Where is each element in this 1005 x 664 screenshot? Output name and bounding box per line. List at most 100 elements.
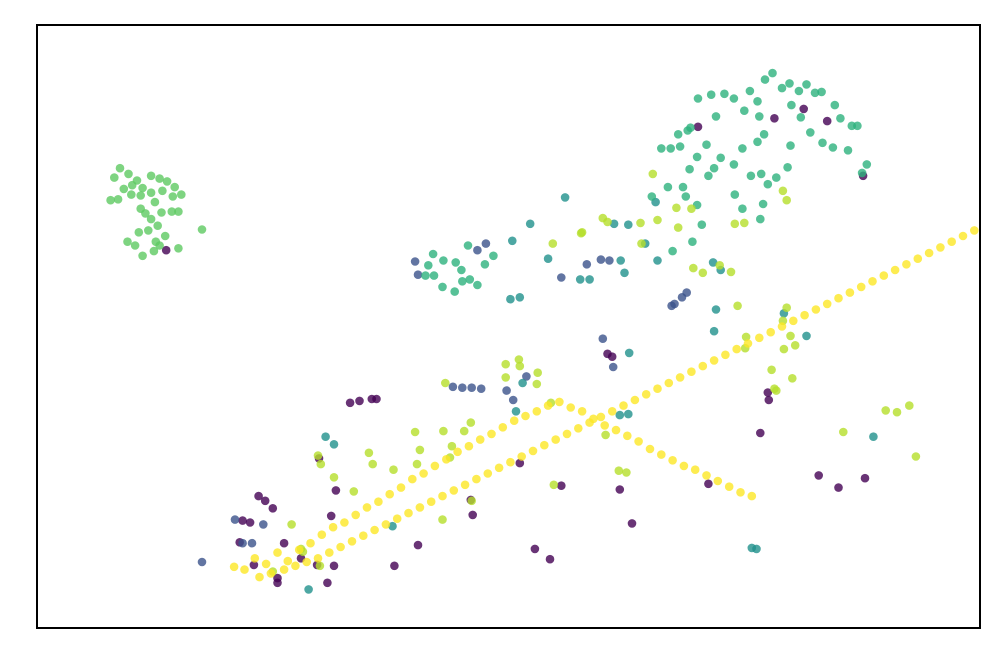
scatter-point [636, 218, 645, 228]
scatter-point [672, 203, 681, 213]
scatter-point [138, 183, 147, 193]
scatter-point [958, 231, 968, 241]
scatter-point [782, 303, 791, 313]
scatter-point [283, 556, 293, 566]
scatter-point [321, 432, 330, 442]
scatter-point [518, 378, 527, 388]
scatter-point [347, 537, 357, 546]
scatter-point [151, 237, 161, 246]
scatter-point [174, 207, 183, 216]
scatter-point [146, 171, 156, 181]
scatter-point [562, 429, 572, 439]
scatter-point [687, 204, 696, 213]
scatter-point [890, 265, 900, 275]
scatter-point [673, 223, 683, 232]
scatter-point [637, 239, 646, 248]
scatter-point [698, 268, 708, 278]
scatter-point [501, 373, 511, 382]
scatter-point [818, 138, 827, 148]
scatter-point [501, 359, 511, 369]
scatter-point [134, 228, 144, 237]
scatter-point [155, 174, 164, 183]
scatter-point [622, 468, 631, 477]
scatter-point [249, 560, 259, 570]
scatter-point [630, 395, 640, 405]
scatter-point [913, 254, 923, 263]
scatter-point [498, 423, 508, 432]
scatter-point [577, 407, 587, 416]
scatter-point [647, 192, 657, 201]
scatter-point [517, 452, 526, 461]
scatter-point [711, 305, 721, 314]
scatter-point [772, 173, 781, 182]
scatter-point [614, 466, 624, 476]
scatter-point [645, 444, 655, 454]
scatter-point [796, 113, 806, 122]
scatter-point [144, 226, 153, 235]
scatter-point [768, 68, 777, 78]
scatter-point [313, 451, 323, 460]
scatter-point [533, 368, 542, 378]
scatter-point [828, 143, 838, 152]
scatter-point [325, 548, 334, 557]
scatter-point [624, 409, 633, 419]
scatter-point [250, 554, 260, 563]
scatter-point [279, 565, 289, 574]
scatter-point [802, 80, 811, 89]
scatter-point [601, 430, 610, 440]
scatter-point [648, 169, 658, 179]
scatter-point [494, 463, 504, 473]
scatter-point [259, 520, 268, 529]
scatter-point [508, 395, 518, 405]
scatter-point [799, 104, 808, 114]
scatter-point [566, 403, 575, 412]
scatter-point [439, 256, 448, 265]
scatter-point [766, 327, 775, 337]
scatter-point [616, 256, 625, 265]
scatter-point [415, 503, 425, 512]
scatter-point [557, 481, 566, 491]
scatter-point [853, 121, 862, 131]
scatter-point [396, 483, 406, 492]
scatter-point [229, 562, 239, 572]
scatter-point [585, 418, 594, 427]
scatter-point [753, 97, 762, 106]
scatter-point [489, 251, 498, 261]
scatter-point [429, 271, 439, 280]
scatter-point [800, 310, 809, 320]
scatter-point [767, 365, 776, 375]
scatter-point [404, 508, 413, 518]
scatter-point [763, 388, 773, 397]
scatter-point [138, 251, 147, 261]
scatter-point [557, 273, 566, 282]
scatter-point [268, 504, 278, 513]
scatter-point [508, 236, 517, 246]
scatter-point [740, 218, 749, 228]
scatter-point [146, 214, 156, 224]
scatter-point [157, 208, 166, 217]
scatter-point [331, 486, 341, 495]
scatter-point [260, 496, 270, 506]
scatter-point [685, 164, 694, 174]
scatter-point [756, 169, 766, 179]
scatter-point [438, 491, 447, 501]
scatter-point [326, 511, 336, 521]
scatter-point [814, 471, 823, 480]
scatter-point [467, 496, 477, 506]
scatter-point [681, 192, 691, 201]
scatter-point [609, 219, 619, 229]
scatter-point [619, 401, 628, 410]
scatter-point [449, 486, 459, 495]
scatter-point [389, 465, 398, 475]
scatter-point [713, 476, 723, 486]
scatter-point [756, 428, 765, 438]
scatter-point [785, 79, 794, 88]
scatter-point [862, 160, 872, 169]
scatter-point [836, 114, 845, 123]
scatter-point [756, 214, 765, 224]
scatter-point [856, 282, 866, 292]
scatter-point [115, 163, 125, 173]
scatter-point [421, 271, 430, 280]
scatter-point [689, 263, 698, 273]
